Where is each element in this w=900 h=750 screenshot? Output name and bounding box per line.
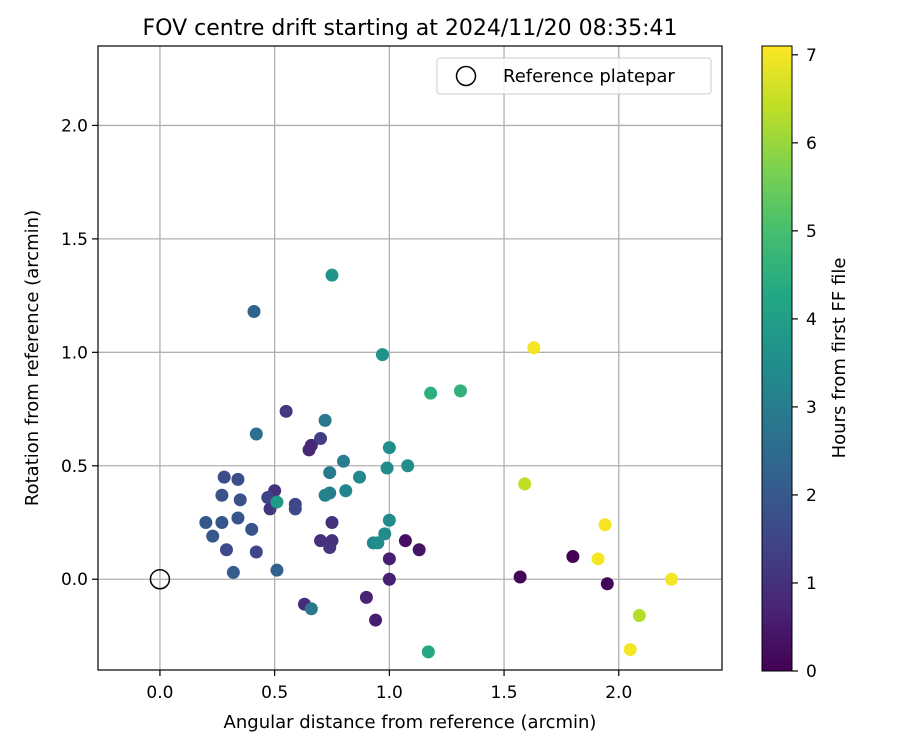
data-point bbox=[421, 645, 435, 659]
data-point bbox=[270, 563, 284, 577]
legend-reference-marker bbox=[455, 65, 477, 87]
x-tick-label: 2.0 bbox=[605, 683, 632, 703]
colorbar-label: Hours from first FF file bbox=[829, 258, 850, 459]
data-point bbox=[206, 529, 220, 543]
colorbar-tick-label: 0 bbox=[806, 662, 817, 682]
y-tick-label: 0.5 bbox=[61, 457, 88, 477]
data-point bbox=[598, 518, 612, 532]
data-point bbox=[591, 552, 605, 566]
data-point bbox=[215, 488, 229, 502]
data-point bbox=[288, 502, 302, 516]
colorbar-tick-label: 4 bbox=[806, 310, 817, 330]
data-point bbox=[623, 643, 637, 657]
data-point bbox=[325, 516, 339, 530]
data-point bbox=[304, 602, 318, 616]
data-point bbox=[233, 493, 247, 507]
data-point bbox=[302, 443, 316, 457]
colorbar-tick-label: 2 bbox=[806, 486, 817, 506]
y-tick-label: 2.0 bbox=[61, 116, 88, 136]
data-point bbox=[632, 609, 646, 623]
data-point bbox=[353, 470, 367, 484]
legend-reference-label: Reference platepar bbox=[503, 66, 675, 87]
legend-box bbox=[436, 57, 712, 95]
data-point bbox=[199, 516, 213, 530]
colorbar-tick-label: 1 bbox=[806, 574, 817, 594]
plot-frame bbox=[97, 45, 723, 671]
data-point bbox=[249, 427, 263, 441]
data-point bbox=[318, 488, 332, 502]
data-point bbox=[336, 454, 350, 468]
data-point bbox=[380, 461, 394, 475]
data-point bbox=[378, 527, 392, 541]
data-point bbox=[323, 466, 337, 480]
data-point bbox=[270, 495, 284, 509]
x-tick-label: 1.0 bbox=[376, 683, 403, 703]
legend: Reference platepar bbox=[436, 57, 712, 95]
data-point bbox=[325, 268, 339, 282]
y-tick-label: 1.5 bbox=[61, 230, 88, 250]
data-point bbox=[382, 552, 396, 566]
data-point bbox=[453, 384, 467, 398]
data-point bbox=[219, 543, 233, 557]
colorbar-tick-label: 6 bbox=[806, 134, 817, 154]
data-point bbox=[424, 386, 438, 400]
data-point bbox=[339, 484, 353, 498]
data-point bbox=[323, 540, 337, 554]
colorbar bbox=[761, 45, 793, 672]
data-point bbox=[231, 472, 245, 486]
data-point bbox=[513, 570, 527, 584]
axis-ticks: 0.0 0.5 1.0 1.5 2.0 0.0 0.5 1.0 1.5 2.0 bbox=[61, 116, 632, 703]
colorbar-tick-label: 5 bbox=[806, 222, 817, 242]
colorbar-ticks: 0 1 2 3 4 5 6 7 bbox=[792, 46, 817, 682]
data-point bbox=[279, 404, 293, 418]
data-point bbox=[371, 536, 385, 550]
data-point bbox=[359, 590, 373, 604]
y-tick-label: 1.0 bbox=[61, 343, 88, 363]
x-axis-label: Angular distance from reference (arcmin) bbox=[224, 712, 597, 733]
data-point bbox=[566, 550, 580, 564]
colorbar-tick-label: 7 bbox=[806, 46, 817, 66]
data-point bbox=[369, 613, 383, 627]
data-point bbox=[226, 565, 240, 579]
x-tick-label: 0.0 bbox=[146, 683, 173, 703]
data-point bbox=[412, 543, 426, 557]
grid bbox=[98, 46, 722, 670]
data-point bbox=[217, 470, 231, 484]
data-point bbox=[247, 304, 261, 318]
y-tick-label: 0.0 bbox=[61, 570, 88, 590]
data-point bbox=[314, 534, 328, 548]
reference-layer bbox=[149, 568, 171, 590]
data-point bbox=[382, 572, 396, 586]
y-axis-label: Rotation from reference (arcmin) bbox=[22, 210, 43, 506]
data-point bbox=[245, 522, 259, 536]
data-point bbox=[375, 348, 389, 362]
data-point bbox=[231, 511, 245, 525]
chart-title: FOV centre drift starting at 2024/11/20 … bbox=[143, 16, 678, 41]
colorbar-tick-label: 3 bbox=[806, 398, 817, 418]
data-points bbox=[199, 268, 679, 659]
x-tick-label: 0.5 bbox=[261, 683, 288, 703]
reference-platepar-marker bbox=[149, 568, 171, 590]
data-point bbox=[318, 413, 332, 427]
data-point bbox=[600, 577, 614, 591]
data-point bbox=[665, 572, 679, 586]
data-point bbox=[215, 516, 229, 530]
data-point bbox=[382, 441, 396, 455]
data-point bbox=[249, 545, 263, 559]
x-tick-label: 1.5 bbox=[491, 683, 518, 703]
data-point bbox=[382, 513, 396, 527]
data-point bbox=[401, 459, 415, 473]
data-point bbox=[398, 534, 412, 548]
data-point bbox=[518, 477, 532, 491]
data-point bbox=[314, 432, 328, 446]
data-point bbox=[527, 341, 541, 355]
